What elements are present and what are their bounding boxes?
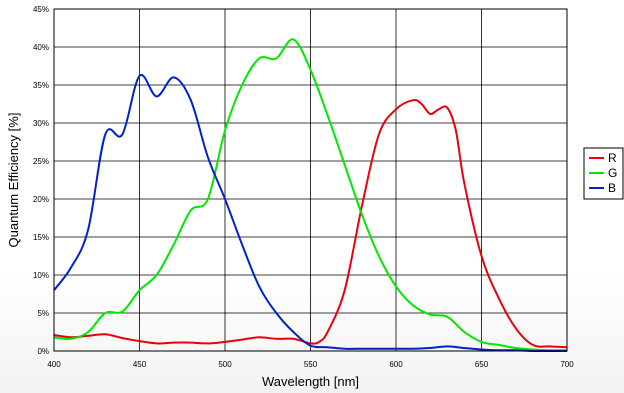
series-lines [53,38,568,353]
x-axis-title: Wavelength [nm] [262,374,359,389]
x-tick-label: 500 [218,360,232,369]
x-tick-label: 400 [47,360,61,369]
y-tick-label: 0% [37,347,49,356]
y-tick-label: 5% [37,309,49,318]
y-tick-labels: 0% 5% 10% 15% 20% 25% 30% 35% 40% 45% [33,5,49,356]
legend: RGB [583,147,624,200]
legend-label-B: B [608,181,616,195]
legend-label-R: R [608,151,617,165]
x-tick-label: 700 [560,360,574,369]
y-axis-title: Quantum Efficiency [%] [6,113,21,248]
x-tick-label: 600 [389,360,403,369]
series-line-G [53,38,568,352]
legend-label-G: G [608,166,617,180]
y-tick-label: 10% [33,271,49,280]
y-tick-label: 45% [33,5,49,14]
x-tick-label: 550 [304,360,318,369]
x-tick-labels: 400 450 500 550 600 650 700 [47,360,574,369]
y-tick-label: 40% [33,43,49,52]
series-line-B [53,73,567,353]
y-tick-label: 15% [33,233,49,242]
y-tick-label: 30% [33,119,49,128]
y-tick-label: 20% [33,195,49,204]
series-line-R [53,99,568,349]
y-tick-label: 25% [33,157,49,166]
x-tick-label: 650 [475,360,489,369]
y-tick-label: 35% [33,81,49,90]
grid-lines [53,8,568,352]
plot-frame [53,8,568,352]
x-tick-label: 450 [133,360,147,369]
